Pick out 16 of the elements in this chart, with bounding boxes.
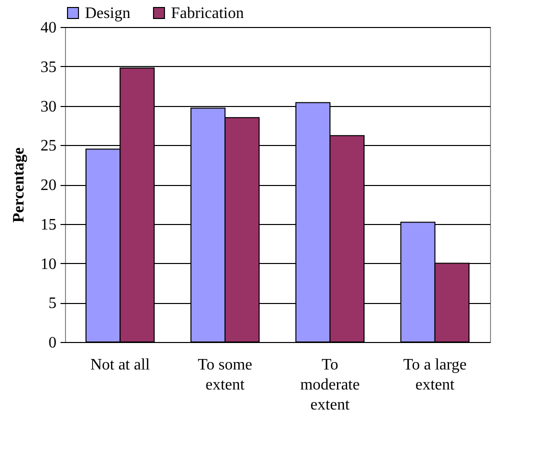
x-tick-label: Not at all bbox=[90, 356, 150, 374]
y-tick-label: 30 bbox=[40, 98, 56, 116]
y-tick-label: 10 bbox=[40, 256, 56, 273]
y-tick-label: 15 bbox=[40, 216, 56, 234]
x-tick-label: To moderate extent bbox=[300, 356, 360, 414]
x-tick-label: To a large extent bbox=[403, 356, 467, 394]
y-axis-title: Percentage bbox=[10, 147, 28, 223]
y-tick-label: 20 bbox=[40, 177, 56, 194]
y-tick-label: 0 bbox=[48, 334, 56, 352]
y-tick-label: 35 bbox=[40, 58, 56, 76]
y-tick-label: 40 bbox=[40, 20, 56, 36]
y-tick-label: 5 bbox=[48, 295, 56, 312]
legend-label: Design bbox=[85, 5, 130, 22]
x-tick-label: To some extent bbox=[198, 356, 252, 394]
legend-label: Fabrication bbox=[171, 5, 244, 22]
y-tick-label: 25 bbox=[40, 138, 56, 155]
